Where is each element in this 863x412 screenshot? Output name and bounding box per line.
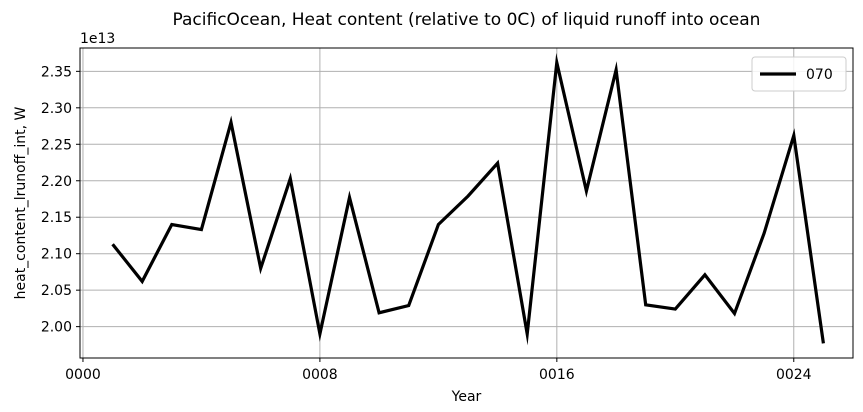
y-tick-label: 2.20 [41, 174, 72, 190]
series-layer [111, 53, 825, 346]
legend-box [751, 56, 847, 92]
x-tick-label: 0024 [776, 367, 812, 383]
y-tick-label: 2.35 [41, 64, 72, 80]
y-tick-label: 2.10 [41, 247, 72, 263]
x-tick-label: 0000 [65, 367, 101, 383]
grid [80, 48, 853, 358]
y-tick-label: 2.15 [41, 210, 72, 226]
chart-title: PacificOcean, Heat content (relative to … [173, 10, 761, 30]
x-axis-label: Year [451, 389, 482, 405]
series-line [111, 53, 825, 346]
y-axis-label: heat_content_lrunoff_int, W [13, 106, 29, 299]
legend-label: 070 [806, 67, 833, 83]
legend: 070 [751, 56, 847, 92]
plot-frame [79, 47, 854, 359]
y-tick-label: 2.25 [41, 137, 72, 153]
y-tick-label: 2.00 [41, 320, 72, 336]
y-tick-label: 2.05 [41, 283, 72, 299]
x-tick-label: 0008 [302, 367, 338, 383]
y-tick-label: 2.30 [41, 101, 72, 117]
y-offset-label: 1e13 [80, 31, 115, 47]
x-tick-label: 0016 [539, 367, 575, 383]
ticks: 0000 0008 0016 0024 2.00 2.05 2.10 2.15 2.20 2.25… [41, 64, 812, 383]
